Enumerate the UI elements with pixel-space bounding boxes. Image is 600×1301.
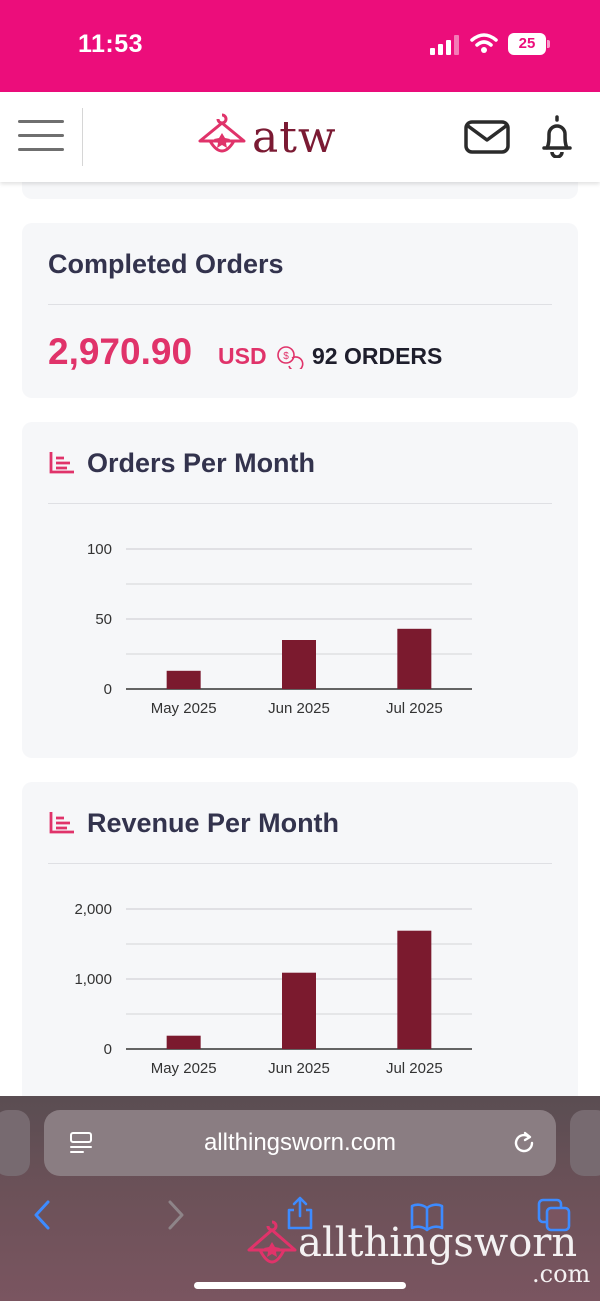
status-time: 11:53 bbox=[78, 30, 144, 58]
y-tick-label: 0 bbox=[104, 1041, 112, 1058]
watermark-text: allthingsworn bbox=[298, 1220, 578, 1266]
x-tick-label: Jun 2025 bbox=[268, 700, 330, 717]
reader-icon[interactable] bbox=[68, 1130, 94, 1156]
revenue-bar-chart: 0 1,000 2,000 May 2025 Jun 2025 Jul 2025 bbox=[74, 901, 472, 1077]
watermark-suffix: .com bbox=[532, 1260, 591, 1288]
address-bar[interactable]: allthingsworn.com bbox=[44, 1110, 556, 1176]
coins-icon: $ bbox=[277, 346, 304, 369]
completed-currency: USD bbox=[218, 343, 267, 369]
card-divider bbox=[48, 304, 552, 305]
y-tick-label: 50 bbox=[95, 611, 112, 628]
completed-orders-card: Completed Orders 2,970.90 USD $ 92 ORDER… bbox=[22, 223, 578, 398]
orders-per-month-card: Orders Per Month 0 50 100 May 2025 Jun 2025 J… bbox=[22, 422, 578, 758]
site-watermark: allthingsworn .com bbox=[246, 1214, 596, 1288]
revenue-per-month-card: Revenue Per Month 0 1,000 2,000 May 2025 Jun… bbox=[22, 782, 578, 1112]
forward-icon[interactable] bbox=[158, 1198, 192, 1232]
tabs-icon[interactable] bbox=[537, 1198, 571, 1232]
menu-icon[interactable] bbox=[16, 118, 66, 154]
completed-amount: 2,970.90 bbox=[48, 331, 193, 372]
y-tick-label: 1,000 bbox=[74, 971, 112, 988]
bar-chart-icon bbox=[49, 452, 74, 474]
x-tick-label: May 2025 bbox=[151, 1060, 217, 1077]
x-tick-label: Jun 2025 bbox=[268, 1060, 330, 1077]
y-tick-label: 0 bbox=[104, 681, 112, 698]
battery-level: 25 bbox=[508, 33, 546, 55]
bookmarks-icon[interactable] bbox=[410, 1200, 444, 1234]
hanger-watermark-icon bbox=[247, 1220, 297, 1264]
bell-icon[interactable] bbox=[536, 114, 578, 158]
back-icon[interactable] bbox=[26, 1198, 60, 1232]
previous-card-edge bbox=[22, 182, 578, 199]
battery-icon: 25 bbox=[508, 33, 550, 55]
bar-chart-icon bbox=[49, 812, 74, 834]
x-tick-label: Jul 2025 bbox=[386, 700, 443, 717]
logo-text: atw bbox=[252, 111, 337, 163]
x-tick-label: May 2025 bbox=[151, 700, 217, 717]
header-divider bbox=[82, 108, 83, 166]
previous-tab[interactable] bbox=[0, 1110, 30, 1176]
hanger-logo-icon bbox=[198, 113, 246, 153]
revenue-chart-title: Revenue Per Month bbox=[87, 808, 340, 838]
orders-bar-chart: 0 50 100 May 2025 Jun 2025 Jul 2025 bbox=[87, 541, 472, 717]
y-tick-label: 2,000 bbox=[74, 901, 112, 918]
x-tick-label: Jul 2025 bbox=[386, 1060, 443, 1077]
orders-chart-title: Orders Per Month bbox=[87, 448, 316, 478]
svg-text:$: $ bbox=[283, 351, 289, 362]
site-header: atw bbox=[0, 92, 600, 182]
bar bbox=[282, 972, 316, 1049]
next-tab[interactable] bbox=[570, 1110, 600, 1176]
y-tick-label: 100 bbox=[87, 541, 112, 558]
completed-orders-count: 92 ORDERS bbox=[312, 343, 443, 369]
status-bar: 11:53 25 bbox=[0, 0, 600, 92]
mail-icon[interactable] bbox=[464, 120, 510, 154]
bar bbox=[166, 670, 201, 689]
card-divider bbox=[48, 503, 552, 504]
completed-orders-title: Completed Orders bbox=[48, 249, 284, 279]
reload-icon[interactable] bbox=[510, 1129, 538, 1157]
wifi-icon bbox=[470, 33, 498, 53]
browser-toolbar: allthingsworn.com allthingsworn .com bbox=[0, 1096, 600, 1301]
url-text[interactable]: allthingsworn.com bbox=[203, 1129, 397, 1156]
site-logo[interactable]: atw bbox=[196, 110, 337, 164]
bar bbox=[397, 628, 432, 689]
bar bbox=[166, 1035, 201, 1049]
bar bbox=[397, 930, 432, 1049]
cellular-signal-icon bbox=[430, 35, 459, 55]
bar bbox=[282, 640, 316, 689]
share-icon[interactable] bbox=[283, 1196, 317, 1230]
home-indicator bbox=[194, 1282, 406, 1289]
card-divider bbox=[48, 863, 552, 864]
